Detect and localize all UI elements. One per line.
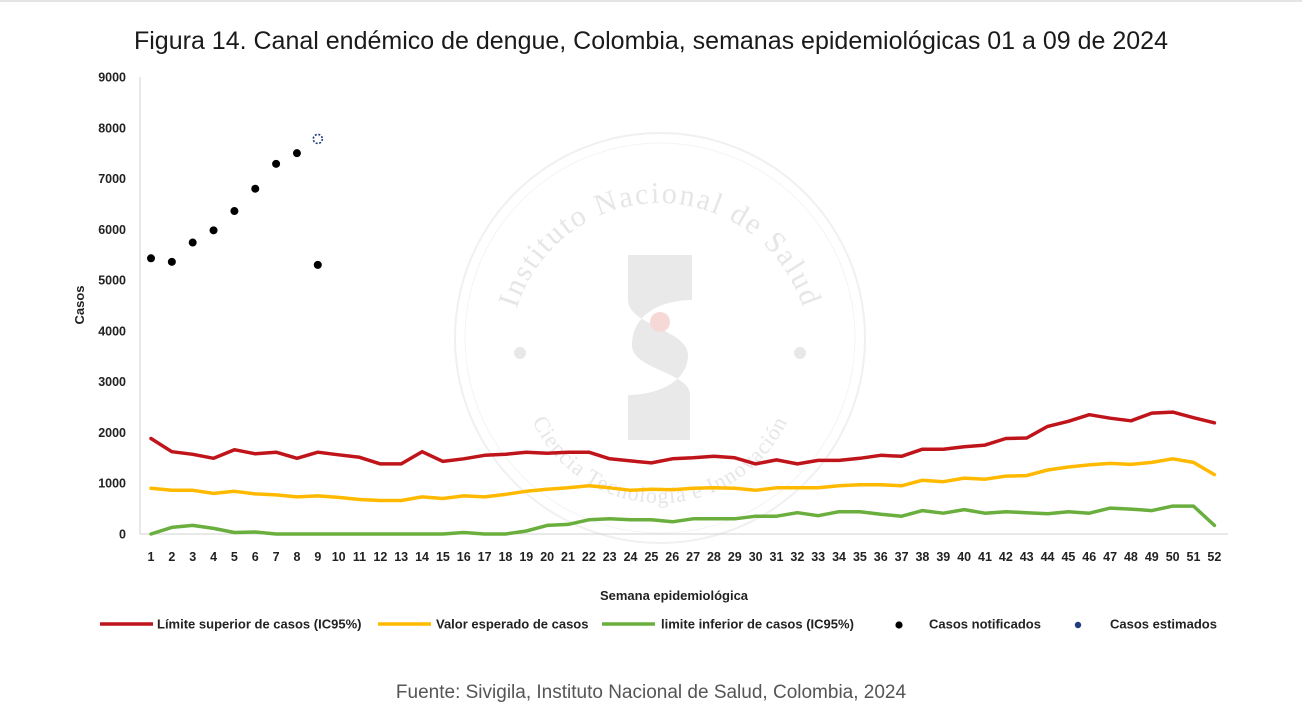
x-tick-label: 33 xyxy=(811,550,825,564)
x-tick-label: 24 xyxy=(624,550,638,564)
notified-point xyxy=(251,184,260,193)
legend-label-2: limite inferior de casos (IC95%) xyxy=(661,617,854,632)
x-tick-label: 10 xyxy=(332,550,346,564)
x-tick-label: 19 xyxy=(519,550,533,564)
watermark-outer-ring xyxy=(454,132,866,544)
estimated-point xyxy=(312,133,324,145)
notified-point xyxy=(292,149,301,158)
x-tick-label: 6 xyxy=(252,550,259,564)
x-tick-label: 45 xyxy=(1061,550,1075,564)
top-rule xyxy=(0,0,1302,2)
notified-point xyxy=(147,254,155,263)
x-tick-label: 1 xyxy=(148,550,155,564)
legend-swatch-dot-4 xyxy=(1074,621,1082,629)
y-tick-label: 7000 xyxy=(98,172,126,186)
x-tick-label: 5 xyxy=(231,550,238,564)
series-line-0 xyxy=(149,410,1217,466)
x-tick-label: 17 xyxy=(478,550,492,564)
x-tick-label: 9 xyxy=(314,550,321,564)
legend-label-0: Límite superior de casos (IC95%) xyxy=(157,617,361,632)
x-tick-label: 52 xyxy=(1207,550,1221,564)
x-tick-label: 22 xyxy=(582,550,596,564)
x-tick-label: 4 xyxy=(210,550,217,564)
source-note: Fuente: Sivigila, Instituto Nacional de … xyxy=(395,682,907,703)
x-tick-label: 21 xyxy=(561,550,575,564)
x-tick-label: 30 xyxy=(749,550,763,564)
notified-point xyxy=(230,207,239,216)
legend-label-1: Valor esperado de casos xyxy=(436,617,588,632)
x-tick-label: 48 xyxy=(1124,550,1138,564)
watermark-emblem-dot xyxy=(650,312,670,332)
y-tick-label: 2000 xyxy=(98,426,126,440)
y-tick-label: 4000 xyxy=(98,324,126,338)
x-tick-label: 27 xyxy=(686,550,700,564)
y-tick-label: 3000 xyxy=(98,375,126,389)
x-tick-label: 2 xyxy=(168,550,175,564)
x-tick-label: 44 xyxy=(1041,550,1055,564)
notified-point xyxy=(313,260,322,269)
x-tick-label: 23 xyxy=(603,550,617,564)
x-tick-label: 41 xyxy=(978,550,992,564)
x-tick-label: 29 xyxy=(728,550,742,564)
x-tick-label: 7 xyxy=(273,550,280,564)
x-tick-label: 20 xyxy=(540,550,554,564)
notified-point xyxy=(272,159,281,168)
notified-point xyxy=(167,257,176,266)
x-tick-label: 34 xyxy=(832,550,846,564)
notified-point xyxy=(188,238,197,247)
x-tick-label: 50 xyxy=(1166,550,1180,564)
legend: Límite superior de casos (IC95%) Valor es… xyxy=(100,617,1217,632)
x-tick-label: 12 xyxy=(373,550,387,564)
watermark-s-emblem xyxy=(628,255,692,440)
legend-swatch-dot-3 xyxy=(895,621,903,629)
y-tick-label: 6000 xyxy=(98,223,126,237)
x-tick-label: 38 xyxy=(915,550,929,564)
watermark-inner-ring xyxy=(464,142,856,534)
y-tick-label: 8000 xyxy=(98,121,126,135)
x-tick-label: 47 xyxy=(1103,550,1117,564)
x-tick-label: 39 xyxy=(936,550,950,564)
x-tick-label: 18 xyxy=(498,550,512,564)
x-tick-label: 51 xyxy=(1187,550,1201,564)
x-tick-label: 25 xyxy=(644,550,658,564)
watermark-dot-right xyxy=(794,347,806,359)
y-axis-label: Casos xyxy=(72,285,87,324)
y-tick-label: 0 xyxy=(119,528,126,542)
legend-label-4: Casos estimados xyxy=(1110,617,1217,632)
x-tick-label: 42 xyxy=(999,550,1013,564)
x-tick-label: 15 xyxy=(436,550,450,564)
y-tick-label: 5000 xyxy=(98,274,126,288)
x-tick-label: 36 xyxy=(874,550,888,564)
x-tick-label: 49 xyxy=(1145,550,1159,564)
x-tick-label: 11 xyxy=(353,550,366,564)
x-tick-label: 32 xyxy=(790,550,804,564)
x-tick-label: 3 xyxy=(189,550,196,564)
x-tick-label: 13 xyxy=(394,550,408,564)
x-tick-label: 28 xyxy=(707,550,721,564)
x-tick-label: 46 xyxy=(1082,550,1096,564)
series-layer xyxy=(147,133,1217,536)
x-tick-label: 35 xyxy=(853,550,867,564)
notified-point xyxy=(209,226,218,235)
x-tick-label: 8 xyxy=(293,550,300,564)
y-tick-label: 1000 xyxy=(98,477,126,491)
x-tick-label: 37 xyxy=(895,550,909,564)
x-axis-label: Semana epidemiológica xyxy=(600,588,749,603)
watermark-dot-left xyxy=(514,347,526,359)
x-tick-label: 16 xyxy=(457,550,471,564)
x-tick-label: 26 xyxy=(665,550,679,564)
legend-label-3: Casos notificados xyxy=(929,617,1041,632)
x-tick-label: 40 xyxy=(957,550,971,564)
x-tick-label: 14 xyxy=(415,550,429,564)
y-tick-label: 9000 xyxy=(98,71,126,85)
x-tick-label: 31 xyxy=(770,550,784,564)
series-line-1 xyxy=(149,457,1217,503)
chart-title: Figura 14. Canal endémico de dengue, Col… xyxy=(133,27,1168,55)
series-line-2 xyxy=(149,504,1217,536)
x-tick-label: 43 xyxy=(1020,550,1034,564)
